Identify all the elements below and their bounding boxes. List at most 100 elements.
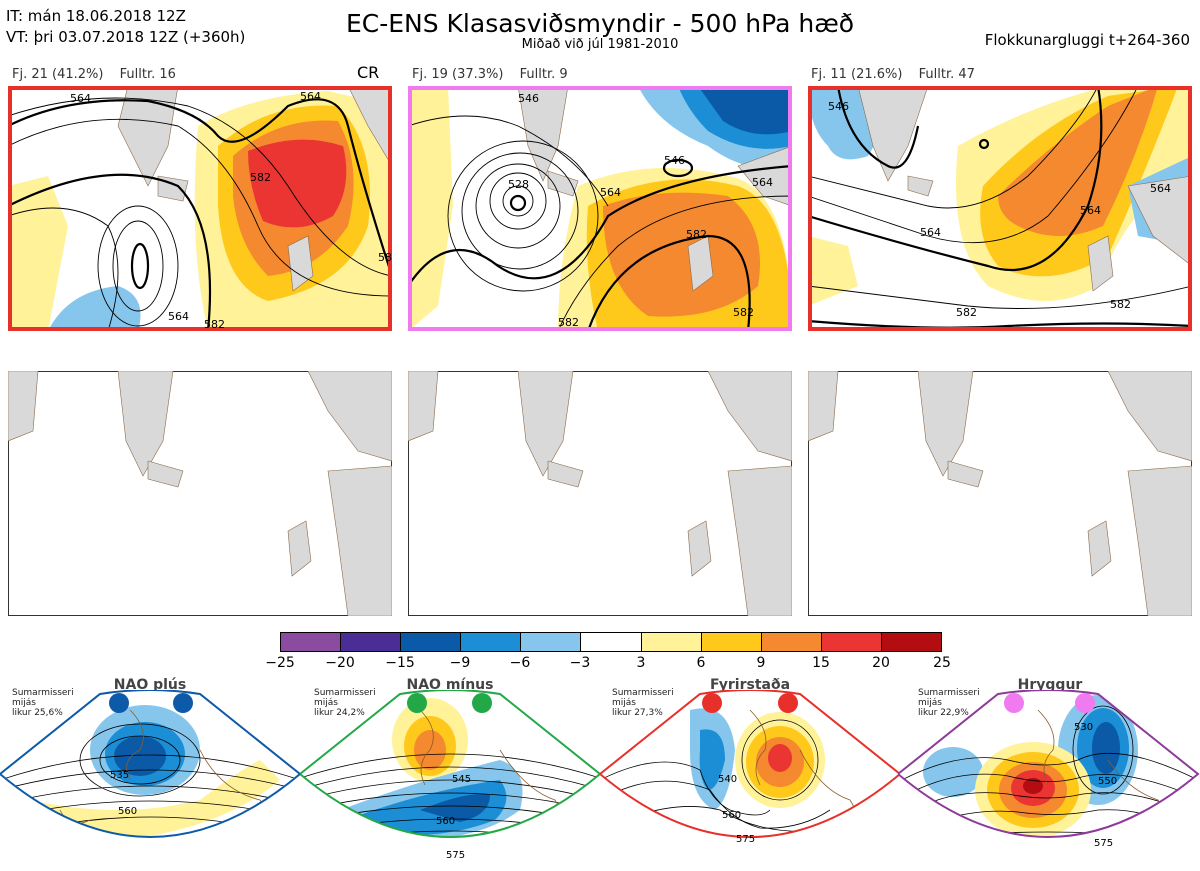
cluster-3-count: Fj. 11 (21.6%) xyxy=(811,67,903,82)
cluster-2-contour-label: 582 xyxy=(558,316,579,329)
it-line: IT: mán 18.06.2018 12Z xyxy=(6,7,186,25)
cluster-2-contour-label: 546 xyxy=(664,154,685,167)
regime-2-contour-label: 575 xyxy=(446,850,465,861)
empty-map-2 xyxy=(408,371,792,616)
regime-4-title: Hryggur xyxy=(1017,677,1083,693)
cluster-1-label: Fj. 21 (41.2%) Fulltr. 16 xyxy=(12,67,188,82)
colorbar-label: 20 xyxy=(872,655,890,671)
regime-4-border xyxy=(898,690,1200,838)
regime-2-title: NAO mínus xyxy=(406,677,494,693)
colorbar-label: −20 xyxy=(325,655,355,671)
regime-2-contour-label: 560 xyxy=(436,816,455,827)
cluster-3-contour-label: 564 xyxy=(920,226,941,239)
cluster-2-contour-label: 564 xyxy=(600,186,621,199)
regime-1-border xyxy=(0,690,302,838)
cluster-2-border xyxy=(408,86,792,331)
cluster-3-contour-label: 582 xyxy=(1110,298,1131,311)
cluster-2-contour-label: 564 xyxy=(752,176,773,189)
regime-1-marker xyxy=(173,693,193,713)
regime-2-marker xyxy=(407,693,427,713)
colorbar-swatch xyxy=(460,633,521,651)
regime-4-contour-label: 550 xyxy=(1098,776,1117,787)
colorbar-label: −25 xyxy=(265,655,295,671)
regime-4-marker xyxy=(1004,693,1024,713)
colorbar-label: 9 xyxy=(756,655,766,671)
colorbar-label: −9 xyxy=(449,655,471,671)
cluster-3-label: Fj. 11 (21.6%) Fulltr. 47 xyxy=(811,67,987,82)
regime-4-contour-label: 575 xyxy=(1094,838,1113,849)
regime-1-contour-label: 535 xyxy=(110,770,129,781)
cluster-3-contour-label: 564 xyxy=(1150,182,1171,195)
regime-3-title: Fyrirstaða xyxy=(709,677,791,693)
cluster-1-border xyxy=(8,86,392,331)
regime-3-contour-label: 540 xyxy=(718,774,737,785)
regime-3-side: Sumarmisseri mijás likur 27,3% xyxy=(612,688,674,718)
page-title: EC-ENS Klasasviðsmyndir - 500 hPa hæð xyxy=(345,9,855,38)
cluster-2-count: Fj. 19 (37.3%) xyxy=(412,67,504,82)
colorbar-label: −6 xyxy=(509,655,531,671)
colorbar-swatch xyxy=(700,633,761,651)
cluster-1-contour-label: 582 xyxy=(250,171,271,184)
cluster-3-rep: Fulltr. 47 xyxy=(918,67,975,82)
colorbar-swatch xyxy=(281,633,341,651)
cluster-2-contour-label: 582 xyxy=(686,228,707,241)
cluster-2-contour-label: 546 xyxy=(518,92,539,105)
regime-3-contour-label: 560 xyxy=(722,810,741,821)
regime-4-side: Sumarmisseri mijás likur 22,9% xyxy=(918,688,980,718)
cluster-2-label: Fj. 19 (37.3%) Fulltr. 9 xyxy=(412,67,580,82)
cluster-2-contour-label: 528 xyxy=(508,178,529,191)
colorbar-label: −3 xyxy=(569,655,591,671)
colorbar-swatch xyxy=(580,633,641,651)
vt-line: VT: þri 03.07.2018 12Z (+360h) xyxy=(6,28,246,46)
colorbar-swatch xyxy=(400,633,461,651)
classification-window: Flokkunargluggi t+264-360 xyxy=(984,31,1190,49)
colorbar-label: 6 xyxy=(696,655,706,671)
regime-3-map: 540 560 575 xyxy=(600,690,902,845)
regime-1-map: 535 560 xyxy=(0,690,302,838)
empty-map-3 xyxy=(808,371,1192,616)
colorbar-swatch xyxy=(880,633,942,651)
regime-3-border xyxy=(600,690,902,838)
header-info: IT: mán 18.06.2018 12Z VT: þri 03.07.201… xyxy=(6,6,245,48)
regime-2-map: 545 560 575 xyxy=(300,690,602,861)
cluster-1-contour-label: 564 xyxy=(70,92,91,105)
cluster-1-contour-label: 582 xyxy=(204,318,225,331)
cluster-1-tag: CR xyxy=(357,63,380,82)
cluster-1-count: Fj. 21 (41.2%) xyxy=(12,67,104,82)
empty-map-1 xyxy=(8,371,392,616)
cluster-1-map: 564 564 582 564 582 582 xyxy=(8,86,392,331)
regime-3-contour-label: 575 xyxy=(736,834,755,845)
colorbar xyxy=(280,632,942,652)
regime-1-marker xyxy=(109,693,129,713)
cluster-3-contour-label: 564 xyxy=(1080,204,1101,217)
colorbar-swatch xyxy=(340,633,401,651)
cluster-1-contour-label: 582 xyxy=(378,251,392,264)
regime-1-side: Sumarmisseri mijás likur 25,6% xyxy=(12,688,74,718)
regime-2-border xyxy=(300,690,602,838)
regime-4-map: 530 550 575 xyxy=(898,690,1200,849)
regime-1-contour-label: 560 xyxy=(118,806,137,817)
regime-4-contour-label: 530 xyxy=(1074,722,1093,733)
cluster-3-map: 546 564 564 582 582 564 xyxy=(808,86,1192,331)
colorbar-swatch xyxy=(760,633,821,651)
cluster-3-border xyxy=(808,86,1192,331)
colorbar-swatch xyxy=(520,633,581,651)
regime-2-side: Sumarmisseri mijás likur 24,2% xyxy=(314,688,376,718)
colorbar-swatch xyxy=(640,633,701,651)
cluster-1-contour-label: 564 xyxy=(300,90,321,103)
regime-3-marker xyxy=(778,693,798,713)
page-subtitle: Miðað við júl 1981-2010 xyxy=(521,37,679,52)
regime-4-marker xyxy=(1075,693,1095,713)
cluster-1-rep: Fulltr. 16 xyxy=(119,67,176,82)
regime-2-contour-label: 545 xyxy=(452,774,471,785)
cluster-2-map: 528 546 564 564 546 582 582 582 xyxy=(408,86,792,331)
colorbar-label: −15 xyxy=(385,655,415,671)
colorbar-label: 3 xyxy=(636,655,646,671)
colorbar-label: 25 xyxy=(933,655,951,671)
colorbar-labels: −25 −20 −15 −9 −6 −3 3 6 9 15 20 25 xyxy=(250,655,972,673)
cluster-1-contour-label: 564 xyxy=(168,310,189,323)
regime-1-title: NAO plús xyxy=(113,677,187,693)
cluster-2-contour-label: 582 xyxy=(733,306,754,319)
regime-2-marker xyxy=(472,693,492,713)
colorbar-swatch xyxy=(820,633,881,651)
